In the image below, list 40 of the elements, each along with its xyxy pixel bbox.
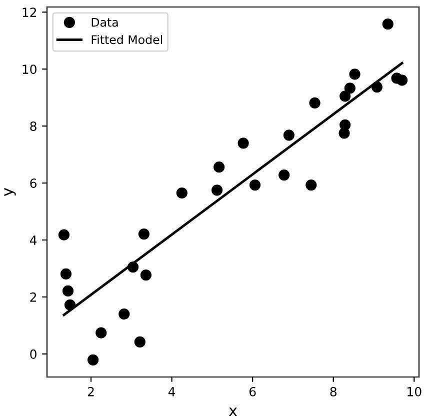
y-tick-label: 8 [30, 122, 36, 131]
point [62, 285, 74, 297]
point [283, 130, 294, 141]
point [134, 336, 146, 348]
x-axis-title: x [228, 408, 238, 416]
legend-label: Data [92, 18, 118, 27]
point [96, 327, 107, 338]
point [278, 169, 290, 181]
y-tick-label: 10 [22, 64, 36, 74]
point [349, 68, 360, 80]
point [214, 162, 225, 173]
point [396, 74, 408, 86]
y-tick-label: 12 [22, 8, 36, 17]
y-tick-label: 6 [30, 178, 36, 188]
x-tick-label: 4 [168, 387, 176, 396]
point [340, 119, 351, 130]
y-axis-title: y [4, 188, 16, 196]
point [118, 308, 130, 320]
point [344, 82, 356, 94]
point [140, 269, 152, 281]
legend-label: Fitted Model [92, 34, 162, 44]
x-tick-label: 10 [408, 386, 422, 396]
point [249, 179, 261, 191]
point [176, 187, 188, 199]
y-tick-label: 4 [30, 236, 37, 245]
point [306, 179, 317, 191]
point [340, 90, 351, 102]
y-tick-label: 2 [30, 292, 36, 302]
x-tick-label: 6 [249, 386, 256, 396]
point [87, 354, 99, 366]
point [58, 229, 70, 240]
point [211, 184, 223, 196]
y-tick-label: 0 [30, 349, 36, 359]
point [60, 268, 72, 280]
x-tick-label: 2 [88, 386, 94, 396]
point [382, 18, 394, 30]
point [309, 97, 320, 109]
x-tick-label: 8 [330, 386, 336, 396]
point [138, 228, 150, 240]
point [238, 138, 249, 149]
